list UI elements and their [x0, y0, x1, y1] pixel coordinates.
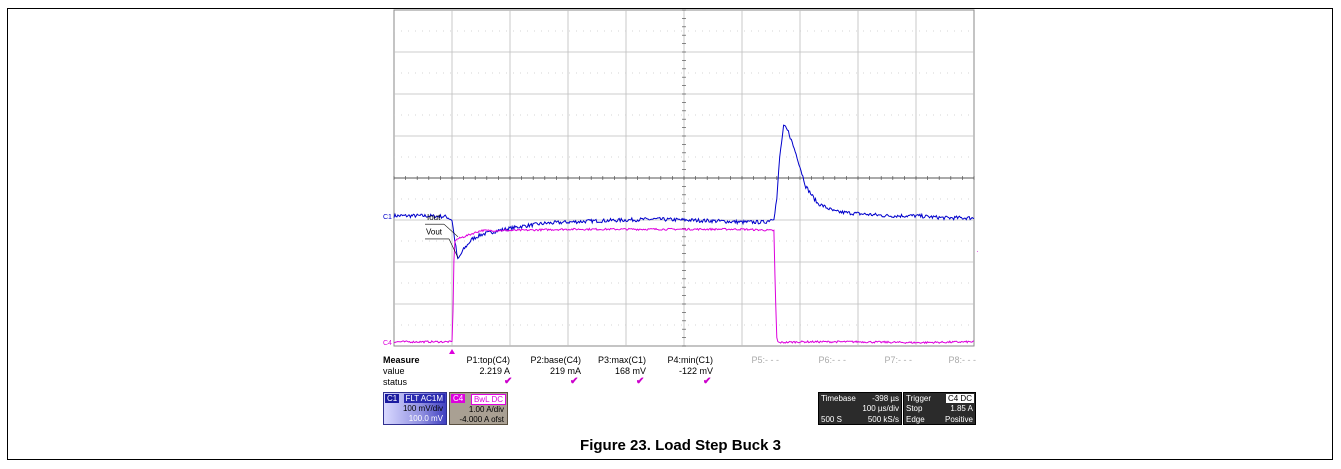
- timebase-samples: 500 S: [821, 415, 842, 424]
- timebase-delay: -398 µs: [872, 394, 899, 403]
- channel-c1-scale: 100 mV/div: [402, 404, 443, 413]
- param-p2-value: 219 mA: [549, 366, 581, 376]
- channel-c4-descriptor[interactable]: C4 BwL DC 1.00 A/div -4.000 A ofst: [449, 392, 508, 425]
- trace-c1: [393, 124, 975, 260]
- param-p1-value: 2.219 A: [479, 366, 510, 376]
- channel-c1-descriptor[interactable]: C1 FLT AC1M 100 mV/div 100.0 mV: [383, 392, 447, 425]
- trace-c4: [393, 227, 975, 345]
- param-p4-value: -122 mV: [678, 366, 713, 376]
- figure-frame: [7, 8, 1333, 460]
- param-p7-name: P7:- - -: [884, 355, 912, 365]
- figure-caption: Figure 23. Load Step Buck 3: [580, 437, 781, 454]
- channel-c4-id: C4: [451, 394, 466, 403]
- ground-marker-c1: C1: [383, 214, 392, 221]
- param-p6-name: P6:- - -: [818, 355, 846, 365]
- measure-header: Measure: [383, 355, 420, 365]
- param-p3-status: ✔: [636, 376, 645, 387]
- measure-row-value-label: value: [383, 366, 405, 376]
- trigger-type: Edge: [906, 415, 925, 424]
- param-p3-name: P3:max(C1): [597, 355, 646, 365]
- param-p8-name: P8:- - -: [948, 355, 976, 365]
- trigger-position-marker: [449, 349, 455, 354]
- param-p1-name: P1:top(C4): [466, 355, 510, 365]
- oscilloscope-screen: Vout Iout C1 C4: [383, 9, 978, 354]
- param-p3-value: 168 mV: [614, 366, 646, 376]
- trigger-level: 1.85 A: [950, 404, 973, 413]
- trigger-source: C4 DC: [945, 394, 974, 403]
- measure-row-status-label: status: [383, 377, 408, 387]
- timebase-label: Timebase: [821, 394, 856, 403]
- grid: [393, 9, 975, 347]
- channel-c1-id: C1: [385, 394, 400, 403]
- vout-leader-tip: [448, 238, 459, 258]
- vout-label: Vout: [426, 228, 443, 237]
- iout-label: Iout: [427, 213, 441, 222]
- channel-c1-tags: FLT AC1M: [403, 394, 445, 403]
- timebase-panel[interactable]: Timebase -398 µs 100 µs/div 500 S 500 kS…: [818, 392, 902, 425]
- param-p1-status: ✔: [504, 376, 513, 387]
- iout-leader-tip: [443, 223, 459, 238]
- param-p4-status: ✔: [703, 376, 712, 387]
- timebase-scale: 100 µs/div: [862, 404, 899, 413]
- param-p4-name: P4:min(C1): [667, 355, 713, 365]
- channel-c4-scale: 1.00 A/div: [468, 405, 504, 414]
- param-p2-name: P2:base(C4): [530, 355, 581, 365]
- channel-c4-tags: BwL DC: [470, 394, 506, 405]
- param-p5-name: P5:- - -: [751, 355, 779, 365]
- traces: [393, 124, 975, 345]
- channel-c1-offset: 100.0 mV: [408, 414, 443, 423]
- trigger-level-marker: [977, 250, 978, 253]
- param-p2-status: ✔: [570, 376, 579, 387]
- trace-labels: Vout Iout C1 C4: [383, 213, 978, 354]
- trigger-slope: Positive: [944, 415, 973, 424]
- channel-c4-offset: -4.000 A ofst: [459, 415, 504, 424]
- ground-marker-c4: C4: [383, 340, 392, 347]
- timebase-rate: 500 kS/s: [867, 415, 899, 424]
- trigger-mode: Stop: [906, 404, 923, 413]
- trigger-panel[interactable]: Trigger C4 DC Stop 1.85 A Edge Positive: [903, 392, 976, 425]
- trigger-label: Trigger: [906, 394, 932, 403]
